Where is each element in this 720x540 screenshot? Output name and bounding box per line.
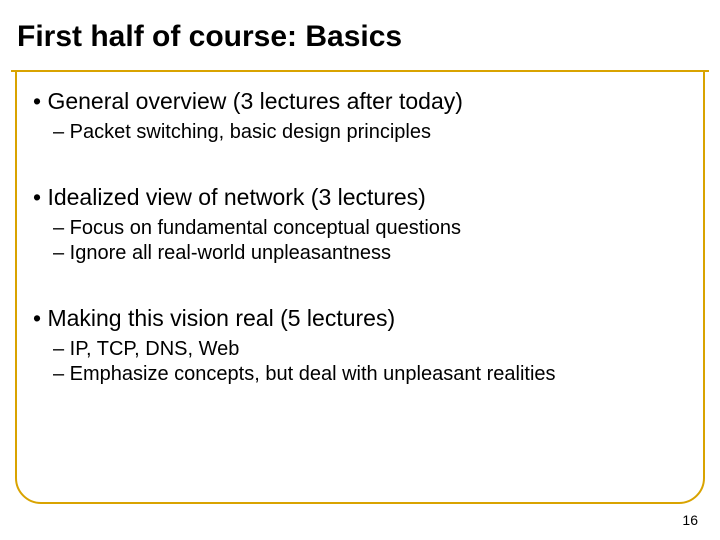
bullet-subitem: – Ignore all real-world unpleasantness (53, 242, 687, 265)
spacer (33, 146, 687, 184)
spacer (33, 267, 687, 305)
bullet-subitem: – IP, TCP, DNS, Web (53, 338, 687, 361)
bullet-heading: • Making this vision real (5 lectures) (33, 305, 687, 332)
page-number: 16 (682, 512, 698, 528)
bullet-subitem: – Emphasize concepts, but deal with unpl… (53, 363, 687, 386)
bullet-subitem: – Focus on fundamental conceptual questi… (53, 217, 687, 240)
bullet-subitem: – Packet switching, basic design princip… (53, 121, 687, 144)
title-container: First half of course: Basics (11, 10, 709, 72)
slide-frame: First half of course: Basics • General o… (15, 14, 705, 504)
slide-content: • General overview (3 lectures after tod… (33, 88, 687, 388)
slide-title: First half of course: Basics (17, 20, 709, 54)
bullet-heading: • General overview (3 lectures after tod… (33, 88, 687, 115)
bullet-heading: • Idealized view of network (3 lectures) (33, 184, 687, 211)
